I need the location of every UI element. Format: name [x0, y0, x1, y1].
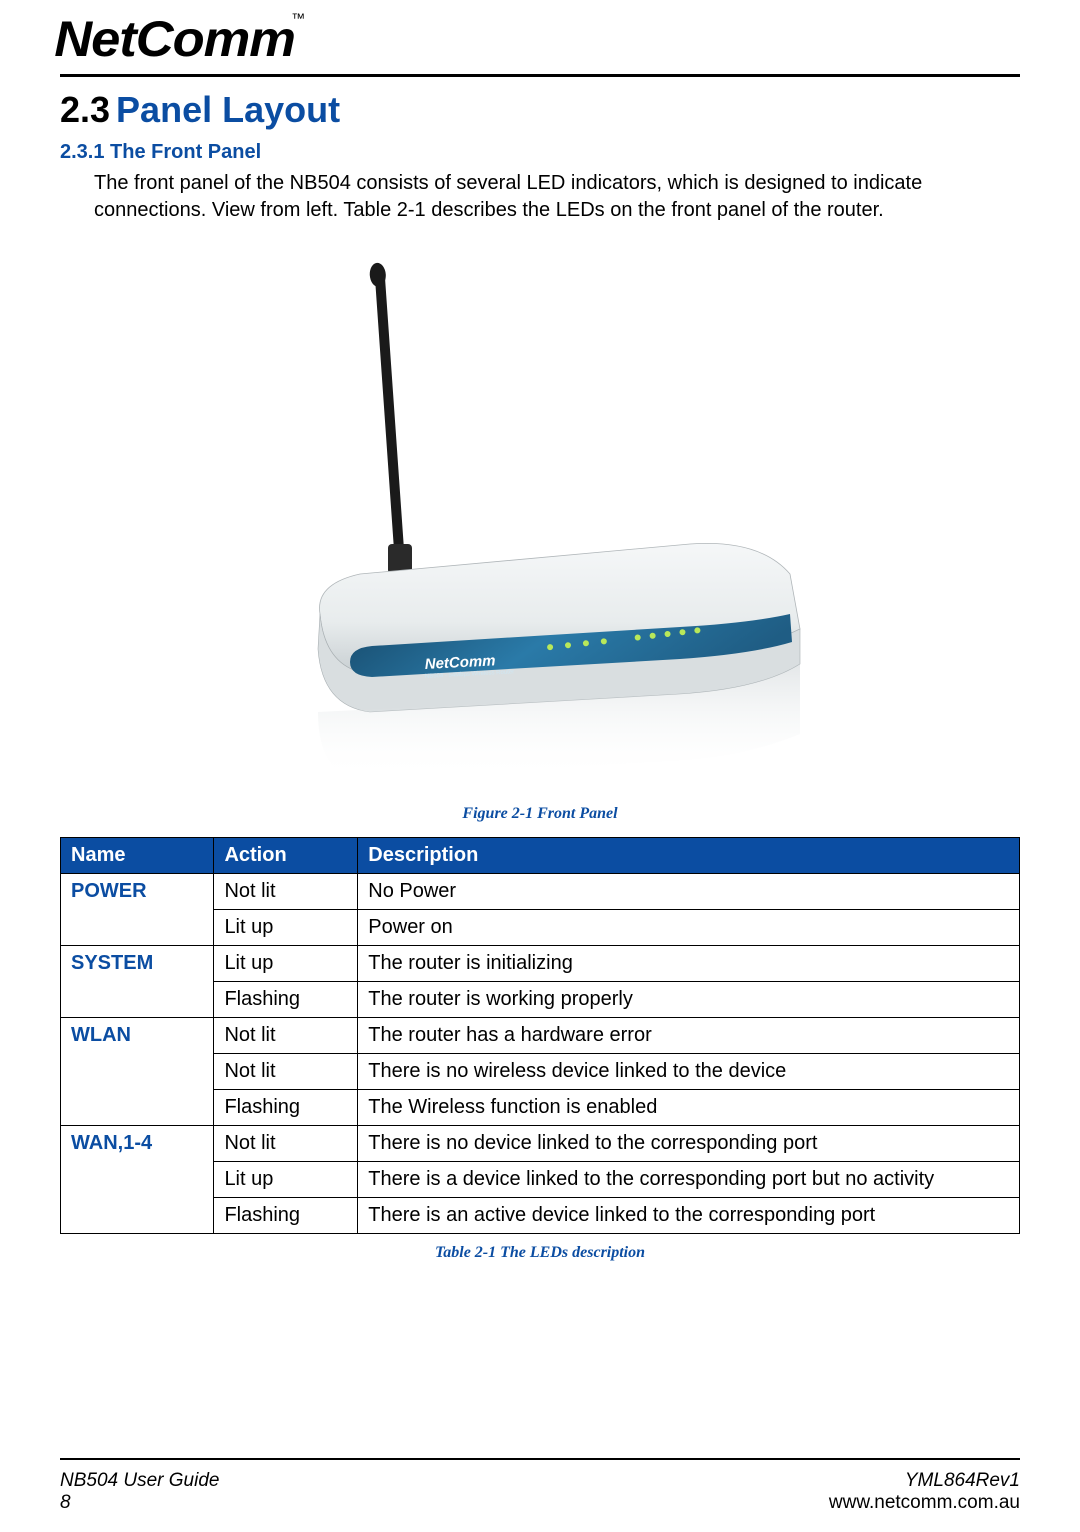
cell-action: Flashing: [214, 1090, 358, 1126]
section-title-text: Panel Layout: [116, 89, 340, 130]
footer-doc-title: NB504 User Guide: [60, 1470, 219, 1492]
cell-action: Flashing: [214, 982, 358, 1018]
cell-description: The router has a hardware error: [358, 1018, 1020, 1054]
cell-description: There is no device linked to the corresp…: [358, 1126, 1020, 1162]
brand-name: NetComm: [54, 10, 295, 68]
body-paragraph: The front panel of the NB504 consists of…: [94, 170, 1020, 224]
section-number: 2.3: [60, 89, 110, 130]
footer-divider: [60, 1458, 1020, 1460]
table-header-row: Name Action Description: [61, 838, 1020, 874]
col-name: Name: [61, 838, 214, 874]
cell-description: No Power: [358, 874, 1020, 910]
cell-description: The router is initializing: [358, 946, 1020, 982]
cell-action: Flashing: [214, 1198, 358, 1234]
figure-container: NetComm NB504 - 54Mbps Wireless Router F…: [60, 234, 1020, 823]
table-row: WAN,1-4Not litThere is no device linked …: [61, 1126, 1020, 1162]
router-illustration: NetComm NB504 - 54Mbps Wireless Router: [260, 234, 820, 794]
page-footer: NB504 User Guide 8 YML864Rev1 www.netcom…: [60, 1470, 1020, 1514]
page: NetComm™ 2.3Panel Layout 2.3.1 The Front…: [0, 0, 1080, 1532]
cell-action: Lit up: [214, 910, 358, 946]
cell-name: POWER: [61, 874, 214, 946]
cell-name: WAN,1-4: [61, 1126, 214, 1234]
footer-page-number: 8: [60, 1492, 219, 1514]
cell-name: SYSTEM: [61, 946, 214, 1018]
cell-description: The Wireless function is enabled: [358, 1090, 1020, 1126]
cell-description: Power on: [358, 910, 1020, 946]
table-row: SYSTEMLit upThe router is initializing: [61, 946, 1020, 982]
cell-description: There is no wireless device linked to th…: [358, 1054, 1020, 1090]
section-heading: 2.3Panel Layout: [60, 89, 1020, 131]
figure-caption: Figure 2-1 Front Panel: [60, 805, 1020, 823]
cell-action: Not lit: [214, 1126, 358, 1162]
footer-rev: YML864Rev1: [829, 1470, 1020, 1492]
cell-action: Lit up: [214, 1162, 358, 1198]
col-desc: Description: [358, 838, 1020, 874]
table-caption: Table 2-1 The LEDs description: [60, 1244, 1020, 1262]
cell-action: Not lit: [214, 874, 358, 910]
cell-description: There is a device linked to the correspo…: [358, 1162, 1020, 1198]
header-divider: [60, 74, 1020, 77]
cell-name: WLAN: [61, 1018, 214, 1126]
table-row: WLANNot litThe router has a hardware err…: [61, 1018, 1020, 1054]
cell-action: Not lit: [214, 1054, 358, 1090]
led-description-table: Name Action Description POWERNot litNo P…: [60, 837, 1020, 1234]
footer-url: www.netcomm.com.au: [829, 1492, 1020, 1514]
subsection-heading: 2.3.1 The Front Panel: [60, 141, 1020, 164]
table-row: POWERNot litNo Power: [61, 874, 1020, 910]
brand-logo: NetComm™: [60, 10, 1020, 68]
cell-action: Not lit: [214, 1018, 358, 1054]
cell-description: The router is working properly: [358, 982, 1020, 1018]
cell-description: There is an active device linked to the …: [358, 1198, 1020, 1234]
cell-action: Lit up: [214, 946, 358, 982]
col-action: Action: [214, 838, 358, 874]
